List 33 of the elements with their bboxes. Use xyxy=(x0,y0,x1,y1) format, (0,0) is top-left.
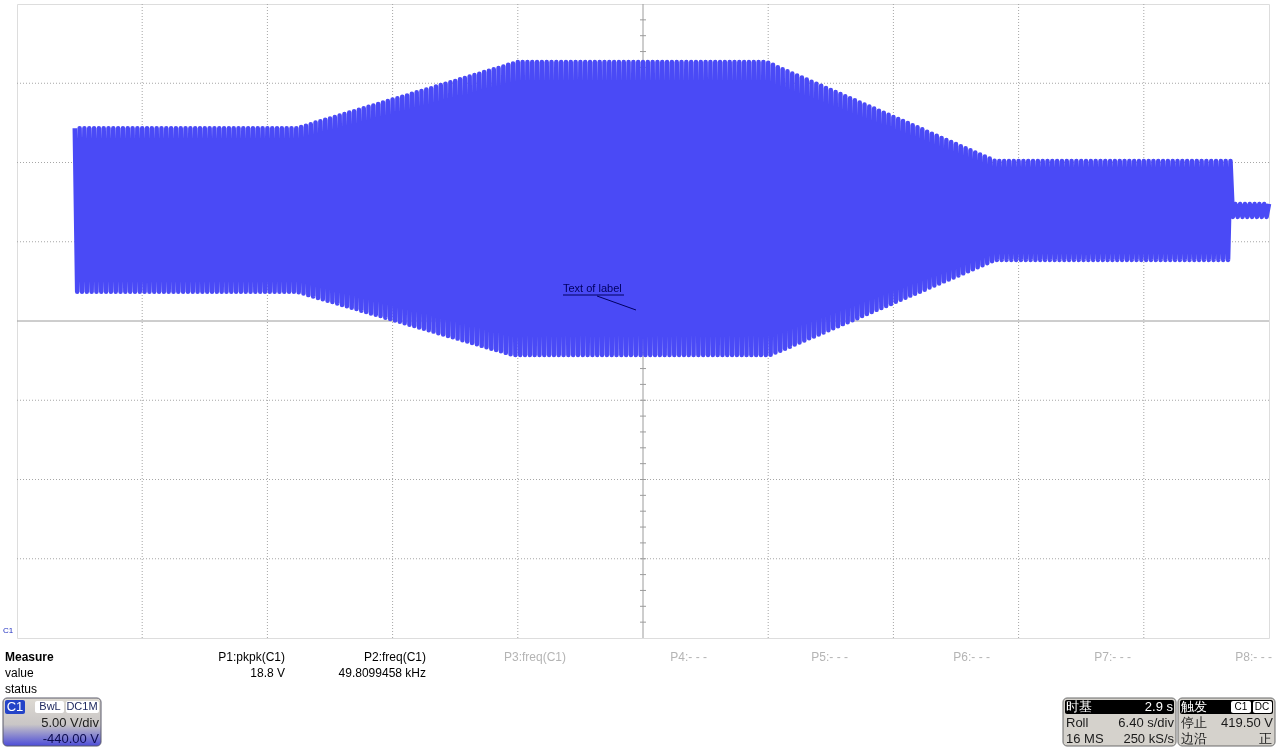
text: 18.8 V xyxy=(250,666,285,680)
text: 250 kS/s xyxy=(1123,731,1175,746)
text: 触发 xyxy=(1181,699,1207,714)
text: 边沿 xyxy=(1181,731,1207,746)
text: P4:- - - xyxy=(670,650,707,664)
text: 5.00 V/div xyxy=(41,715,100,730)
text: P3:freq(C1) xyxy=(503,650,566,664)
text: C1 xyxy=(6,699,24,714)
text: C1 xyxy=(1234,701,1248,712)
text: C1 xyxy=(3,626,14,635)
annotation: Text of label xyxy=(563,282,622,294)
text: 时基 xyxy=(1066,699,1092,714)
text: 6.40 s/div xyxy=(1118,715,1175,730)
text: DC1M xyxy=(66,700,98,712)
text: value xyxy=(5,666,35,680)
text: Roll xyxy=(1066,715,1089,730)
text: 419.50 V xyxy=(1220,715,1274,730)
text: 16 MS xyxy=(1066,731,1104,746)
text: P6:- - - xyxy=(953,650,990,664)
text: P2:freq(C1) xyxy=(363,650,426,664)
text: 2.9 s xyxy=(1144,699,1174,714)
text: -440.00 V xyxy=(42,731,100,746)
text: P5:- - - xyxy=(811,650,848,664)
text: DC xyxy=(1254,701,1270,712)
text: P8:- - - xyxy=(1235,650,1272,664)
text: P1:pkpk(C1) xyxy=(218,650,285,664)
text: 正 xyxy=(1259,731,1272,746)
text: BwL xyxy=(39,700,61,712)
text: 停止 xyxy=(1181,715,1207,730)
text: P7:- - - xyxy=(1094,650,1131,664)
text: Measure xyxy=(5,650,55,664)
text: 49.8099458 kHz xyxy=(338,666,426,680)
text: status xyxy=(5,682,38,696)
